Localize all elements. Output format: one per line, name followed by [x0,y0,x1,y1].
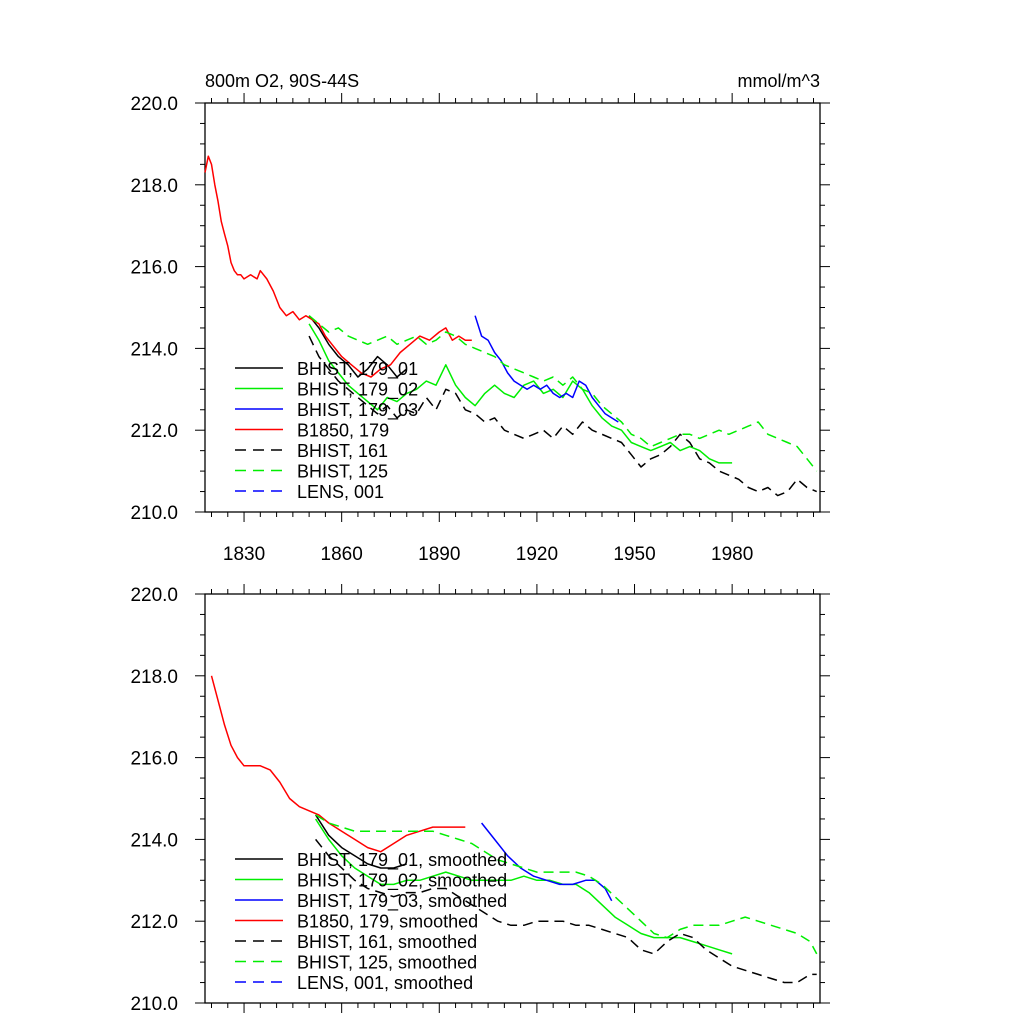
legend-label: BHIST, 125 [297,462,388,482]
x-tick-label: 1830 [223,544,265,565]
x-tick-label: 1920 [516,544,558,565]
top-plot-panel: 800m O2, 90S-44S mmol/m^3 210.0 212.0 214.… [130,71,830,565]
legend-label: BHIST, 179_01, smoothed [297,850,507,871]
series-lines [204,155,818,497]
y-tick-label: 210.0 [130,994,178,1015]
legend-label: B1850, 179, smoothed [297,912,478,932]
series-line [474,315,619,423]
y-tick-label: 210.0 [130,503,178,524]
y-tick-label: 216.0 [130,749,178,770]
y-tick-labels: 210.0 212.0 214.0 216.0 218.0 220.0 [130,94,178,524]
series-line [314,818,733,955]
series-line [308,315,408,378]
axis-ticks [195,93,830,522]
y-tick-label: 214.0 [130,830,178,851]
x-tick-labels: 1830 1860 1890 1920 1950 1980 [223,544,753,565]
y-tick-labels: 210.0 212.0 214.0 216.0 218.0 220.0 [130,585,178,1015]
y-tick-label: 220.0 [130,94,178,115]
series-lines [210,675,818,984]
legend-label: LENS, 001 [297,482,384,502]
x-tick-label: 1860 [321,544,363,565]
x-tick-label: 1890 [418,544,460,565]
legend-label: B1850, 179 [297,421,389,441]
series-line [308,315,818,472]
x-tick-label: 1980 [711,544,753,565]
y-tick-label: 216.0 [130,258,178,279]
series-line [315,838,817,984]
plot-title: 800m O2, 90S-44S [205,71,359,91]
units-label: mmol/m^3 [738,71,820,91]
legend-label: LENS, 001, smoothed [297,973,473,993]
y-tick-label: 218.0 [130,667,178,688]
series-line [308,335,817,497]
y-tick-label: 220.0 [130,585,178,606]
series-line [204,155,472,378]
legend-label: BHIST, 179_02, smoothed [297,871,507,892]
series-line [314,814,407,869]
legend-label: BHIST, 125, smoothed [297,953,477,973]
y-tick-label: 212.0 [130,912,178,933]
bottom-plot-panel: 210.0 212.0 214.0 216.0 218.0 220.0 BHIST, 17… [130,584,830,1015]
y-tick-label: 218.0 [130,176,178,197]
legend-label: BHIST, 179_01 [297,359,418,380]
series-line [308,323,733,464]
y-tick-label: 212.0 [130,421,178,442]
legend-label: BHIST, 179_02 [297,380,418,401]
x-tick-label: 1950 [613,544,655,565]
axis-ticks [195,584,830,1013]
legend-label: BHIST, 161 [297,441,388,461]
legend-label: BHIST, 161, smoothed [297,932,477,952]
legend-label: BHIST, 179_03, smoothed [297,891,507,912]
y-tick-label: 214.0 [130,339,178,360]
series-line [315,814,818,955]
legend-label: BHIST, 179_03 [297,400,418,421]
